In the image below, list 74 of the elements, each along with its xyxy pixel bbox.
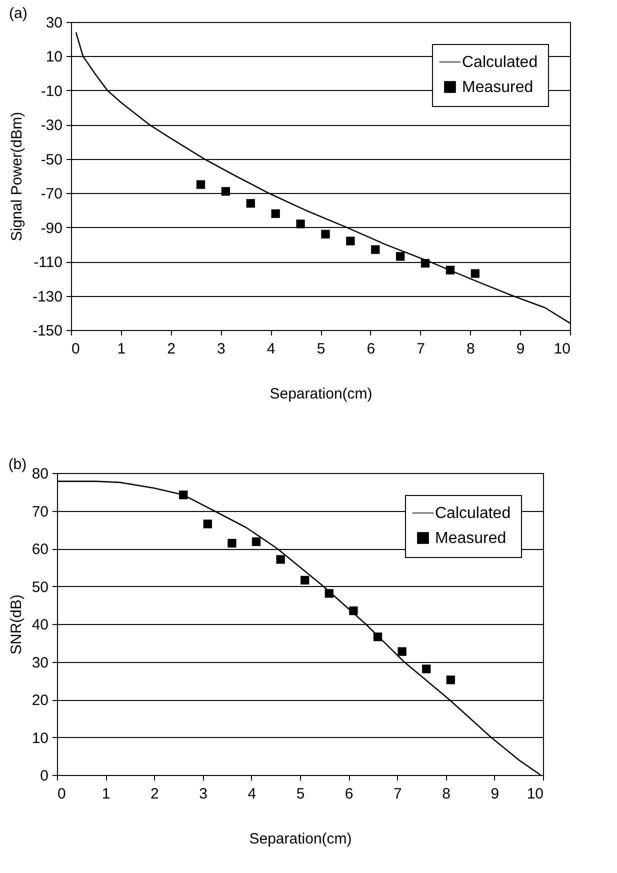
x-tick-label: 5 [296,786,305,802]
y-tick-label: 50 [32,578,48,596]
x-tick-label: 10 [554,340,570,358]
x-tick-label: 9 [516,340,525,358]
x-tick-label: 10 [526,786,544,802]
x-axis-title: Separation(cm) [270,386,372,402]
y-tick-label: -150 [32,322,62,340]
y-tick-label: -30 [40,117,62,134]
x-tick-label: 2 [167,340,176,358]
y-axis-title: SNR(dB) [8,594,25,655]
chart-title: (a) [8,5,28,22]
x-tick-label: 6 [366,340,376,358]
y-axis-title: Signal Power(dBm) [8,112,26,242]
point [203,520,212,528]
point [446,266,455,274]
point [321,230,330,239]
point [196,180,206,189]
y-tick-label: 10 [32,730,48,747]
point [396,252,405,261]
point [349,606,358,616]
legend-label: Calculated [435,505,511,522]
y-tick-label: 20 [32,692,48,709]
point [373,632,382,642]
y-tick-label: 0 [40,768,48,784]
point [324,589,334,598]
x-tick-label: 7 [394,786,402,802]
y-tick-label: 60 [32,541,48,558]
y-tick-label: 40 [32,616,48,634]
y-tick-label: 30 [46,14,62,32]
chart-title: (b) [8,456,27,473]
y-tick-label: -50 [40,151,62,168]
point [221,187,230,196]
y-tick-label: -90 [40,220,62,237]
point [470,269,480,278]
x-tick-label: 4 [266,340,276,358]
y-tick-label: -110 [34,254,62,272]
point [252,537,261,546]
point [179,490,188,500]
point [296,220,305,228]
y-tick-label: 70 [32,503,48,520]
y-tick-label: 30 [32,654,48,672]
y-tick-label: 10 [46,48,62,66]
y-tick-label: -130 [32,288,62,306]
x-tick-label: 0 [72,340,80,358]
point [228,538,236,548]
point [420,258,430,268]
point [276,555,285,564]
y-tick-label: -10 [40,82,62,100]
x-tick-label: 1 [117,340,126,358]
legend-label: Calculated [462,54,538,71]
point [271,209,280,218]
point [446,676,455,684]
x-tick-label: 6 [344,786,354,802]
x-tick-label: 3 [217,340,226,358]
legend-label: Measured [435,530,506,547]
y-tick-label: -70 [40,186,62,203]
x-tick-label: 9 [490,786,500,802]
point [300,576,310,585]
y-tick-label: 80 [32,466,48,482]
x-tick-label: 7 [416,340,425,358]
point [371,245,380,254]
x-tick-label: 5 [316,340,326,358]
x-tick-label: 8 [466,340,475,358]
x-tick-label: 4 [248,786,256,802]
legend-label: Measured [462,79,534,96]
x-tick-label: 3 [199,786,208,802]
point [346,236,355,246]
x-axis-title: Separation(cm) [249,830,352,848]
point [398,647,406,656]
x-tick-label: 2 [150,786,159,802]
x-tick-label: 1 [102,786,110,802]
point [246,199,255,208]
x-tick-label: 8 [442,786,450,802]
point [422,664,431,674]
